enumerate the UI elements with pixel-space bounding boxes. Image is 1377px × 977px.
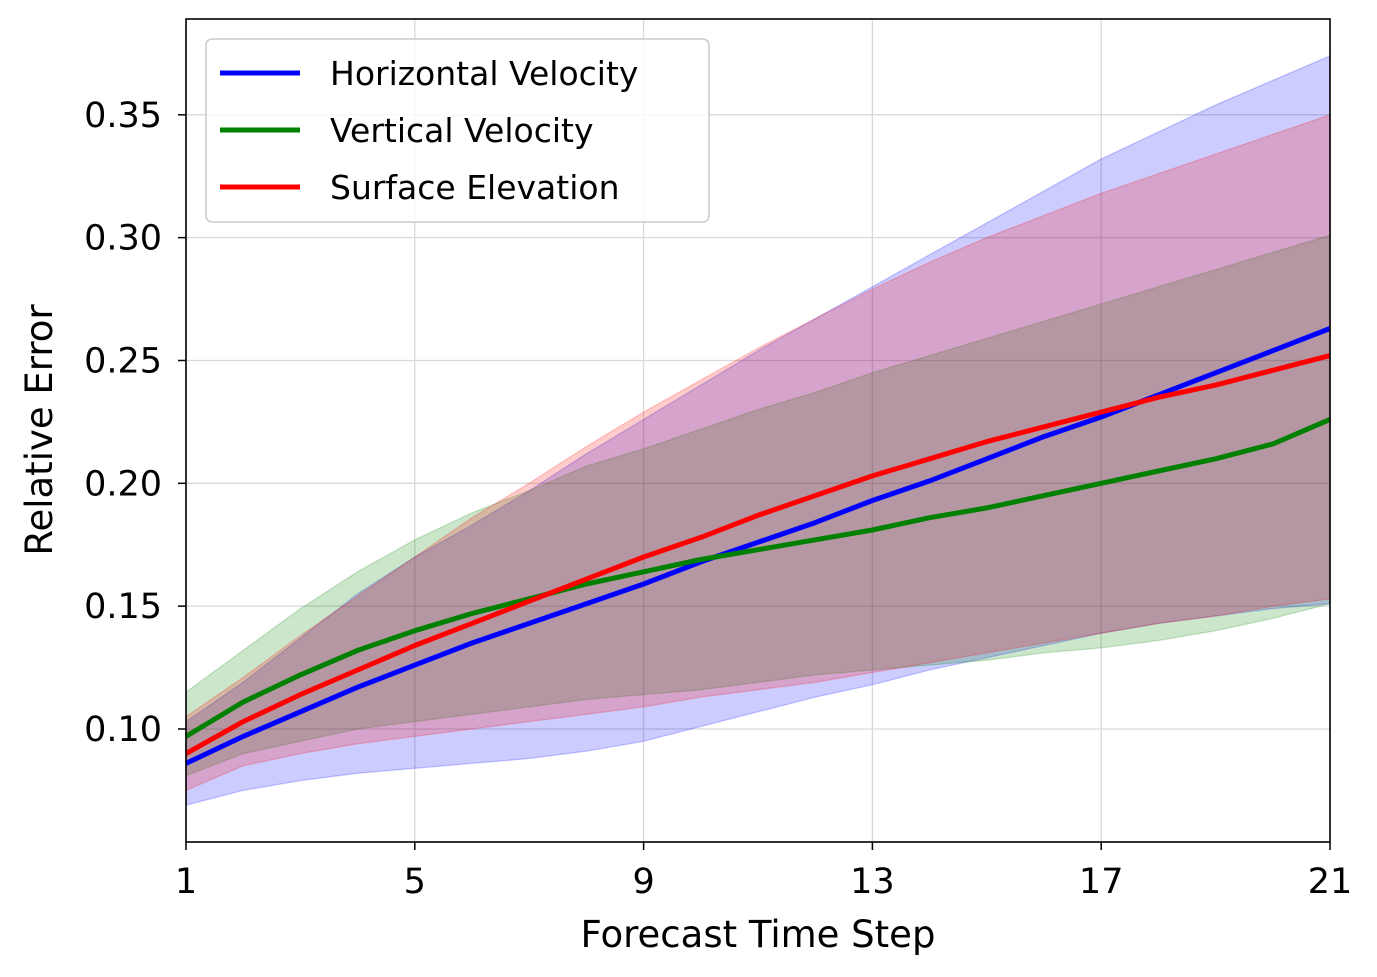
series-line-surface-elevation	[184, 353, 1331, 756]
y-tick-label: 0.10	[84, 710, 162, 750]
x-axis-ticks: 1 5 9 13 17 21	[175, 842, 1352, 902]
legend-label-surface-elevation: Surface Elevation	[330, 168, 620, 207]
x-tick-label: 21	[1308, 862, 1353, 902]
y-tick-label: 0.25	[84, 341, 162, 381]
y-axis-label: Relative Error	[18, 304, 61, 556]
y-tick-label: 0.30	[84, 219, 162, 259]
y-axis-ticks: 0.10 0.15 0.20 0.25 0.30 0.35	[84, 96, 186, 750]
y-tick-label: 0.15	[84, 587, 162, 627]
legend-label-horizontal-velocity: Horizontal Velocity	[330, 54, 638, 93]
x-tick-label: 9	[632, 862, 654, 902]
x-axis-label: Forecast Time Step	[581, 913, 936, 956]
x-tick-label: 5	[404, 862, 426, 902]
x-tick-label: 1	[175, 862, 197, 902]
x-tick-label: 17	[1079, 862, 1124, 902]
legend-label-vertical-velocity: Vertical Velocity	[330, 111, 593, 150]
x-tick-label: 13	[850, 862, 895, 902]
plot-frame	[185, 18, 1331, 843]
series-lines	[184, 326, 1331, 766]
legend: Horizontal Velocity Vertical Velocity Su…	[205, 38, 710, 223]
series-line-vertical-velocity	[184, 417, 1331, 739]
y-tick-label: 0.35	[84, 96, 162, 136]
legend-box	[205, 38, 710, 223]
y-tick-label: 0.20	[84, 464, 162, 504]
